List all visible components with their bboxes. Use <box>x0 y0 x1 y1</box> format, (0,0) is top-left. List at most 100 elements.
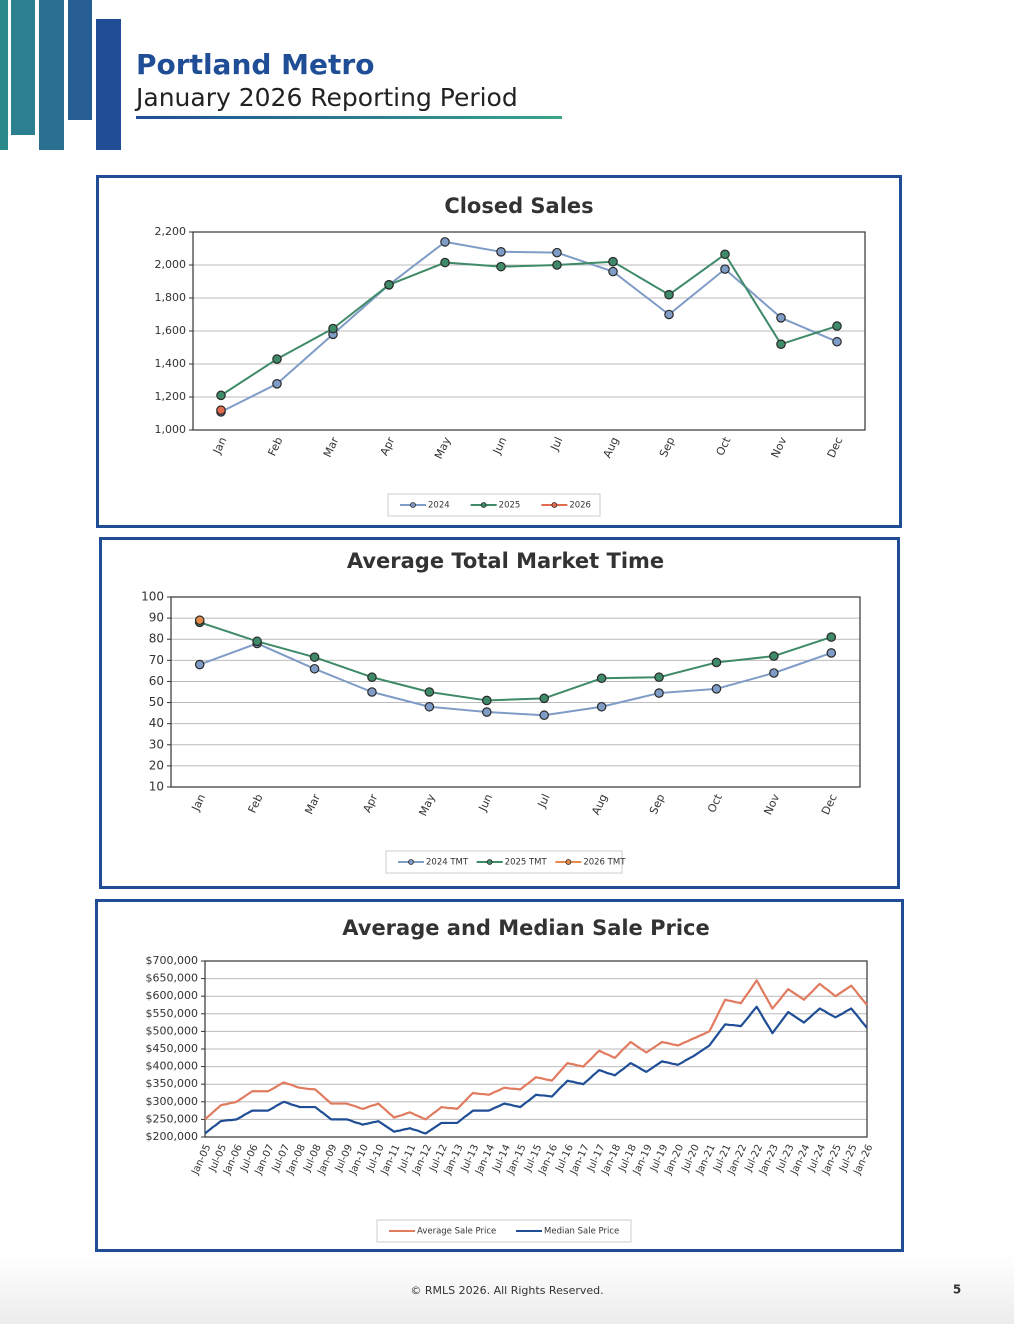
data-point <box>194 615 205 626</box>
deco-bar <box>96 19 121 150</box>
legend-marker <box>408 859 414 865</box>
data-point <box>826 648 837 658</box>
y-tick-label: 80 <box>149 632 164 646</box>
legend-label: 2025 <box>499 501 521 511</box>
data-point <box>384 279 394 290</box>
y-tick-label: $700,000 <box>146 954 199 967</box>
y-tick-label: 90 <box>149 611 164 625</box>
chart-frame <box>95 899 904 1252</box>
y-tick-label: $500,000 <box>146 1024 199 1037</box>
legend-marker <box>565 859 572 865</box>
legend-marker <box>551 502 558 508</box>
y-tick-label: 2,000 <box>155 258 187 271</box>
plot-frame <box>204 960 868 1138</box>
data-point <box>769 651 779 661</box>
series-line <box>220 240 838 413</box>
data-point <box>654 672 664 683</box>
y-tick-label: 1,400 <box>155 357 187 370</box>
data-point <box>720 249 730 260</box>
footer-copyright: © RMLS 2026. All Rights Reserved. <box>410 1284 603 1297</box>
deco-bar <box>68 0 92 120</box>
data-point <box>608 256 618 267</box>
legend-label: 2024 TMT <box>426 858 469 868</box>
data-point <box>596 673 607 684</box>
data-point <box>711 684 722 694</box>
y-tick-label: 1,600 <box>155 324 187 337</box>
y-tick-label: $300,000 <box>146 1095 199 1108</box>
chart-title: Closed Sales <box>444 194 593 218</box>
data-point <box>328 323 338 334</box>
data-point <box>496 247 506 257</box>
legend-marker <box>486 859 493 865</box>
y-tick-label: 70 <box>149 653 164 667</box>
data-point <box>664 309 674 320</box>
data-point <box>608 266 618 277</box>
page-number: 5 <box>953 1283 961 1297</box>
data-point <box>832 336 842 347</box>
legend-label: 2024 <box>428 501 450 511</box>
data-point <box>596 701 607 712</box>
legend-label: Median Sale Price <box>544 1227 619 1237</box>
data-point <box>720 264 730 274</box>
data-point <box>776 339 786 349</box>
y-tick-label: 40 <box>149 716 164 730</box>
data-point <box>367 672 377 683</box>
y-tick-label: 1,000 <box>155 423 187 436</box>
data-point <box>216 405 226 415</box>
data-point <box>216 390 226 401</box>
data-point <box>367 687 377 697</box>
y-tick-label: 1,200 <box>155 390 187 403</box>
legend-label: 2026 <box>569 501 591 511</box>
legend-label: 2026 TMT <box>583 858 626 868</box>
legend-marker <box>410 502 416 508</box>
y-tick-label: 1,800 <box>155 291 187 304</box>
data-point <box>654 688 664 698</box>
data-point <box>832 321 842 331</box>
legend-label: 2025 TMT <box>505 858 548 868</box>
series-line <box>220 253 838 397</box>
data-point <box>194 659 205 670</box>
data-point <box>481 707 492 717</box>
y-tick-label: $400,000 <box>146 1060 199 1073</box>
data-point <box>552 247 562 258</box>
header-rule <box>136 116 562 119</box>
data-point <box>539 710 550 721</box>
plot-frame <box>170 596 861 788</box>
series-line <box>204 979 868 1121</box>
data-point <box>252 636 262 647</box>
series-line <box>199 642 832 717</box>
y-tick-label: 30 <box>149 737 164 751</box>
data-point <box>776 312 786 323</box>
y-tick-label: 20 <box>149 758 164 772</box>
y-tick-label: $600,000 <box>146 989 199 1002</box>
legend-box <box>376 1219 632 1243</box>
y-tick-label: $550,000 <box>146 1007 199 1020</box>
data-point <box>309 663 320 674</box>
data-point <box>440 237 450 247</box>
y-tick-label: $350,000 <box>146 1077 199 1090</box>
data-point <box>481 695 492 706</box>
header-title: Portland Metro <box>136 48 374 81</box>
y-tick-label: $650,000 <box>146 972 199 985</box>
deco-bar <box>11 0 35 135</box>
y-tick-label: 100 <box>141 590 164 604</box>
y-tick-label: 50 <box>149 695 164 709</box>
footer-band <box>0 1255 1014 1324</box>
legend-label: Average Sale Price <box>417 1227 496 1237</box>
header-subtitle: January 2026 Reporting Period <box>134 83 518 112</box>
y-tick-label: 60 <box>149 674 164 688</box>
deco-bar <box>39 0 64 150</box>
data-point <box>826 632 837 642</box>
legend-marker <box>480 502 487 508</box>
series-line <box>204 1005 868 1135</box>
deco-bar <box>0 0 8 150</box>
y-tick-label: 2,200 <box>155 225 187 238</box>
legend-box <box>385 850 623 874</box>
data-point <box>440 257 450 268</box>
series-line <box>199 621 832 702</box>
data-point <box>424 701 435 712</box>
y-tick-label: $200,000 <box>146 1130 199 1143</box>
data-point <box>664 289 674 300</box>
